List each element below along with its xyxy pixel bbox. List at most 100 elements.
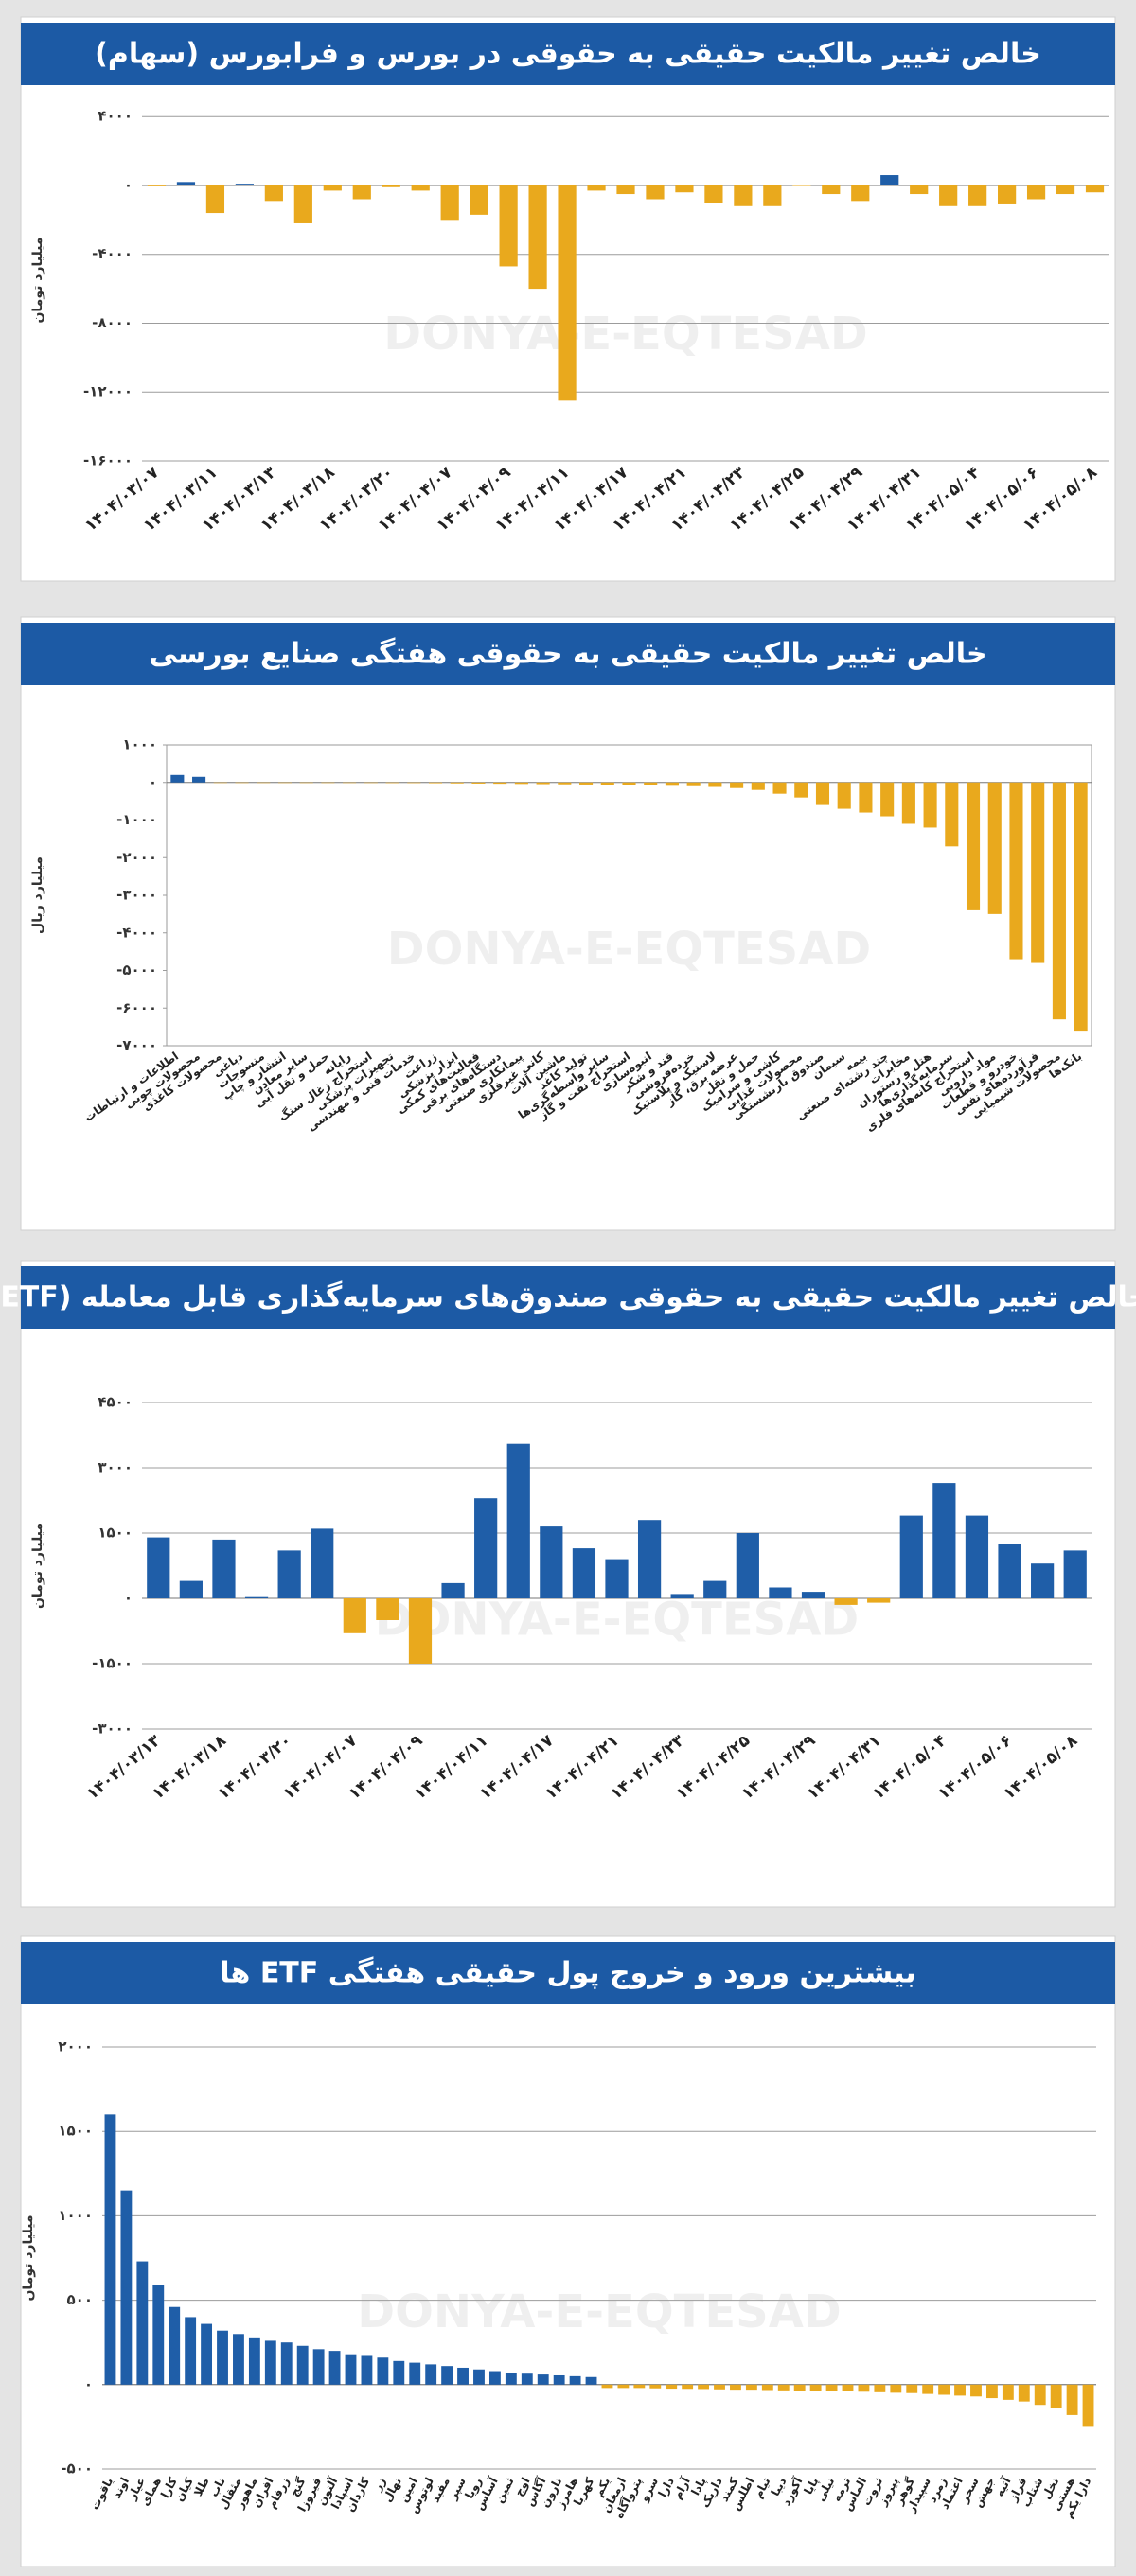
bar — [1052, 782, 1066, 1020]
y-tick-label: ۰ — [124, 1590, 133, 1607]
bar — [633, 2384, 646, 2389]
bar — [616, 185, 635, 195]
bar — [600, 782, 614, 785]
bar — [794, 782, 808, 798]
bar — [233, 2334, 244, 2385]
bar — [235, 184, 254, 185]
bar — [377, 2357, 389, 2385]
bar — [801, 1592, 825, 1598]
bar — [867, 1598, 891, 1603]
bar — [874, 2384, 886, 2392]
y-axis-title: میلیارد تومان — [30, 1523, 45, 1609]
bar — [922, 2384, 934, 2394]
bar — [1066, 2384, 1078, 2415]
bar — [751, 782, 765, 790]
bar — [906, 2384, 918, 2393]
y-tick-label: -۴۰۰۰ — [92, 245, 133, 262]
bar — [698, 2384, 710, 2390]
bar — [665, 782, 679, 786]
bar — [890, 2384, 902, 2393]
chart-title: بیشترین ورود و خروج پول حقیقی هفتگی ETF … — [220, 1956, 915, 1990]
bar — [179, 1580, 203, 1598]
bar — [470, 185, 488, 215]
bar — [1074, 782, 1088, 1032]
bar — [585, 2376, 597, 2385]
bar — [201, 2323, 213, 2385]
title-bar — [21, 1942, 1115, 2004]
y-tick-label: ۱۵۰۰ — [58, 2123, 93, 2140]
bar — [244, 1596, 269, 1598]
bar — [646, 185, 665, 200]
bar — [938, 2384, 950, 2395]
bar — [407, 782, 421, 784]
bar — [880, 175, 899, 185]
bar — [932, 1483, 956, 1598]
bar — [899, 1515, 923, 1598]
bar — [637, 1520, 662, 1598]
bar — [703, 1580, 727, 1598]
bar — [736, 1533, 759, 1598]
bar — [408, 1598, 433, 1664]
bar — [450, 782, 464, 784]
y-axis-title: میلیارد ریال — [30, 856, 45, 934]
bar — [825, 2384, 838, 2391]
bar — [213, 782, 227, 784]
bar — [809, 2384, 822, 2391]
bar — [441, 2366, 453, 2385]
y-tick-label: -۵۰۰ — [61, 2461, 93, 2478]
bar — [364, 782, 378, 784]
bar — [954, 2384, 966, 2396]
chart-title: خالص تغییر مالکیت حقیقی به حقوقی در بورس… — [95, 38, 1041, 71]
bar — [385, 782, 399, 784]
bar — [328, 2351, 341, 2385]
bar — [505, 2373, 517, 2385]
bar — [686, 782, 701, 786]
bar — [730, 2384, 741, 2391]
bar — [587, 185, 606, 191]
bar — [169, 2306, 181, 2385]
bar — [644, 782, 658, 785]
bar — [842, 2384, 854, 2391]
title-bar — [21, 623, 1115, 685]
bar — [352, 185, 371, 200]
watermark: DONYA-E-EQTESAD — [375, 1594, 859, 1647]
y-tick-label: ۰ — [84, 2375, 93, 2392]
bar — [471, 782, 486, 784]
bar — [235, 782, 249, 784]
bar — [393, 2360, 405, 2385]
x-tick-label: زر — [370, 2475, 388, 2494]
bar — [280, 2342, 293, 2385]
bar — [617, 2384, 630, 2389]
bar — [1085, 185, 1105, 193]
bar — [321, 782, 335, 784]
card — [20, 616, 1116, 1231]
bar — [1002, 2384, 1014, 2400]
bar — [666, 2384, 678, 2390]
bar — [104, 2114, 116, 2385]
y-tick-label: -۶۰۰۰ — [116, 999, 157, 1016]
y-tick-label: ۴۰۰۰ — [98, 108, 133, 125]
y-tick-label: -۴۰۰۰ — [116, 924, 157, 941]
bar — [311, 1528, 334, 1598]
bar — [1031, 782, 1045, 963]
bar — [217, 2330, 228, 2385]
bar — [1034, 2384, 1046, 2406]
bar — [792, 185, 811, 186]
bar — [1009, 782, 1023, 960]
bar — [192, 776, 206, 783]
bar — [880, 782, 895, 817]
bar — [910, 185, 929, 195]
bar — [136, 2261, 149, 2385]
bar — [540, 1526, 563, 1598]
bar — [859, 782, 873, 813]
y-tick-label: -۳۰۰۰ — [92, 1720, 133, 1738]
bar — [970, 2384, 982, 2397]
bar — [457, 2367, 469, 2385]
bar — [822, 185, 841, 195]
bar — [521, 2373, 533, 2385]
bar — [734, 185, 753, 206]
bar — [579, 782, 594, 785]
bar — [675, 185, 694, 193]
bar — [185, 2317, 197, 2385]
